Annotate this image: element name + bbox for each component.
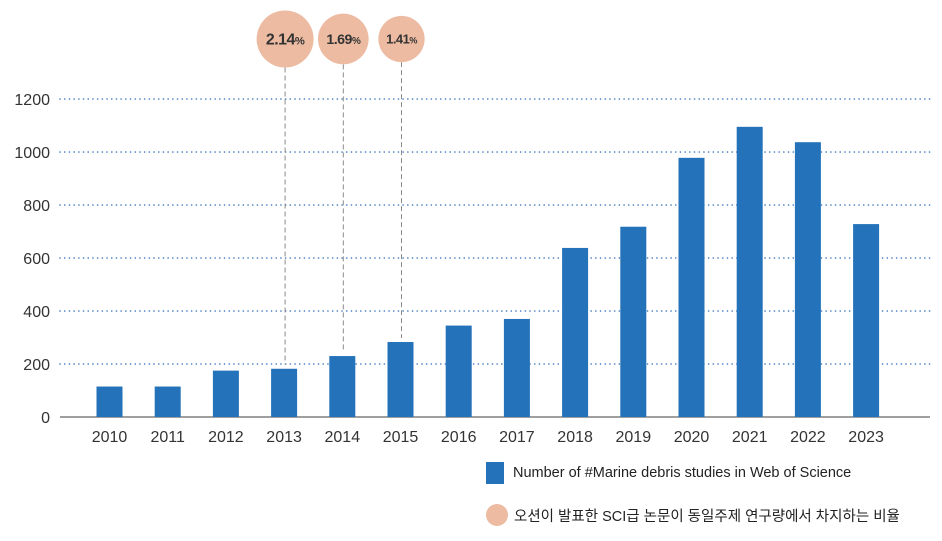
bubble-value: 2.14 — [266, 32, 296, 49]
x-tick-label: 2015 — [383, 429, 419, 446]
y-tick-label: 800 — [23, 198, 50, 215]
x-tick-label: 2017 — [499, 429, 535, 446]
legend-label-studies: Number of #Marine debris studies in Web … — [513, 465, 852, 481]
bar — [96, 386, 123, 417]
y-tick-label: 0 — [41, 410, 50, 427]
legend-bar-swatch — [486, 462, 504, 484]
bar — [620, 226, 647, 417]
bar — [678, 157, 705, 417]
x-tick-label: 2022 — [790, 429, 826, 446]
ratio-bubble — [256, 10, 314, 68]
bar — [212, 370, 239, 417]
bar — [503, 318, 530, 417]
x-tick-label: 2014 — [325, 429, 361, 446]
bar — [562, 247, 589, 417]
grid-lines — [59, 98, 931, 418]
bubble-unit: % — [352, 36, 361, 47]
x-tick-label: 2019 — [616, 429, 652, 446]
y-tick-label: 400 — [23, 304, 50, 321]
x-axis-ticks: 2010 2011 2012 2013 2014 2015 2016 2017 2018 2019… — [92, 429, 884, 446]
legend-bubble-swatch — [486, 504, 508, 526]
y-tick-label: 1200 — [14, 92, 50, 109]
x-tick-label: 2013 — [266, 429, 302, 446]
bubble-label: 1.69% — [326, 32, 361, 48]
bar — [329, 356, 356, 417]
bubble-unit: % — [295, 36, 305, 48]
y-tick-label: 600 — [23, 251, 50, 268]
y-tick-label: 1000 — [14, 145, 50, 162]
bar — [271, 368, 298, 417]
bars — [96, 126, 880, 417]
x-tick-label: 2010 — [92, 429, 128, 446]
x-tick-label: 2016 — [441, 429, 477, 446]
bubble-unit: % — [409, 36, 417, 46]
bubble-value: 1.69 — [326, 32, 352, 48]
legend-item-studies: Number of #Marine debris studies in Web … — [486, 462, 851, 484]
legend-item-ratio: 오션이 발표한 SCI급 논문이 동일주제 연구량에서 차지하는 비율 — [486, 504, 900, 526]
y-tick-label: 200 — [23, 357, 50, 374]
y-axis-ticks: 0 200 400 600 800 1000 1200 — [14, 92, 50, 427]
x-tick-label: 2012 — [208, 429, 244, 446]
bar — [445, 325, 472, 417]
bar — [853, 224, 880, 417]
x-tick-label: 2023 — [848, 429, 884, 446]
ratio-bubble — [378, 15, 425, 63]
ratio-bubble — [317, 13, 369, 65]
x-tick-label: 2018 — [557, 429, 593, 446]
bar — [154, 386, 181, 417]
bubble-label: 2.14% — [266, 32, 305, 49]
bubble-label: 1.41% — [386, 32, 417, 47]
bubble-guide-lines — [284, 62, 402, 365]
x-tick-label: 2011 — [150, 429, 185, 446]
bar — [736, 126, 763, 417]
legend-label-ratio: 오션이 발표한 SCI급 논문이 동일주제 연구량에서 차지하는 비율 — [514, 508, 900, 525]
x-tick-label: 2021 — [732, 429, 768, 446]
x-tick-label: 2020 — [674, 429, 710, 446]
bar — [387, 342, 414, 417]
ratio-bubbles: 2.14% 1.69% 1.41% — [256, 10, 425, 68]
bubble-value: 1.41 — [386, 32, 409, 47]
bar — [794, 142, 821, 417]
